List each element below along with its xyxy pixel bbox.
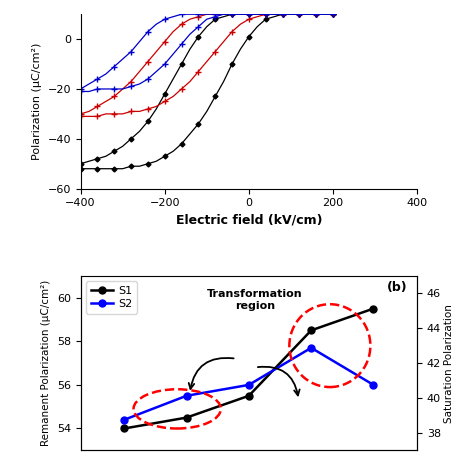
Text: (b): (b) bbox=[387, 281, 408, 294]
S1 bbox=[308, 328, 314, 333]
Y-axis label: Polarization (μC/cm²): Polarization (μC/cm²) bbox=[32, 43, 42, 160]
S1 bbox=[246, 393, 252, 399]
S1 bbox=[184, 415, 190, 420]
S1 bbox=[121, 426, 127, 431]
S2 bbox=[246, 382, 252, 388]
S2 bbox=[121, 417, 127, 423]
Legend: S1, S2: S1, S2 bbox=[86, 282, 137, 314]
Y-axis label: Saturation Polarization: Saturation Polarization bbox=[444, 304, 454, 422]
S2 bbox=[184, 393, 190, 399]
Y-axis label: Remanent Polarization (μC/cm²): Remanent Polarization (μC/cm²) bbox=[41, 280, 51, 446]
S1 bbox=[371, 306, 376, 311]
X-axis label: Electric field (kV/cm): Electric field (kV/cm) bbox=[175, 214, 322, 227]
S2 bbox=[371, 382, 376, 388]
Text: Transformation
region: Transformation region bbox=[207, 289, 303, 310]
Line: S2: S2 bbox=[121, 344, 377, 423]
Line: S1: S1 bbox=[121, 305, 377, 432]
S2 bbox=[308, 345, 314, 351]
